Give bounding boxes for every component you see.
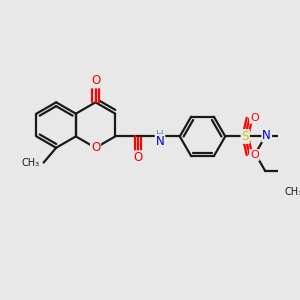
Text: O: O bbox=[250, 113, 259, 123]
Text: O: O bbox=[91, 141, 100, 154]
Text: N: N bbox=[156, 135, 164, 148]
Text: S: S bbox=[242, 130, 249, 143]
Text: CH₃: CH₃ bbox=[284, 187, 300, 196]
Text: CH₃: CH₃ bbox=[21, 158, 40, 168]
Text: N: N bbox=[262, 128, 271, 142]
Text: O: O bbox=[133, 151, 142, 164]
Text: O: O bbox=[250, 150, 259, 160]
Text: O: O bbox=[91, 74, 100, 88]
Text: H: H bbox=[156, 130, 164, 140]
